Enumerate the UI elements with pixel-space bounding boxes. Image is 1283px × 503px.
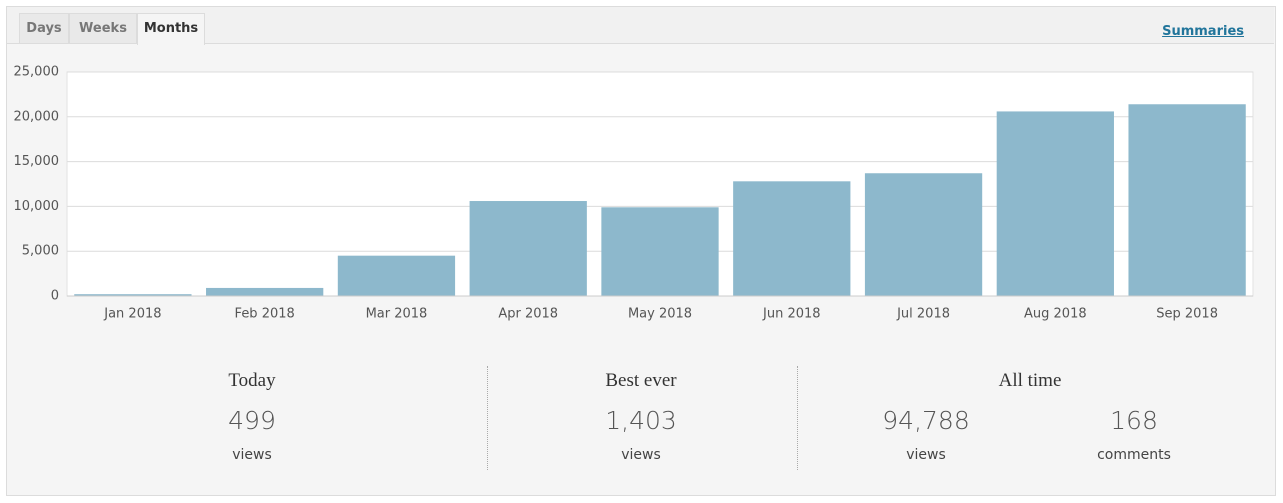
bar bbox=[733, 181, 851, 296]
x-tick-label: Mar 2018 bbox=[366, 307, 428, 322]
bar bbox=[74, 294, 192, 296]
x-tick-label: Jan 2018 bbox=[103, 307, 161, 322]
stat-value: 168 bbox=[1110, 406, 1158, 435]
x-tick-label: Sep 2018 bbox=[1156, 307, 1218, 322]
x-tick-label: Jul 2018 bbox=[896, 307, 950, 322]
y-tick-label: 20,000 bbox=[14, 109, 60, 124]
y-tick-label: 10,000 bbox=[14, 199, 60, 214]
stat-value: 499 bbox=[228, 406, 276, 435]
y-tick-label: 15,000 bbox=[14, 154, 60, 169]
stat-value: 94,788 bbox=[882, 406, 970, 435]
summaries-link[interactable]: Summaries bbox=[1162, 24, 1244, 39]
stat-label: views bbox=[232, 447, 272, 463]
stat-label: views bbox=[906, 447, 946, 463]
tab-active[interactable]: Months bbox=[137, 13, 205, 45]
tab[interactable]: Weeks bbox=[69, 13, 137, 43]
bar bbox=[996, 111, 1114, 296]
bar bbox=[469, 201, 587, 296]
y-tick-label: 5,000 bbox=[22, 244, 59, 259]
bar bbox=[601, 207, 719, 296]
x-tick-label: Aug 2018 bbox=[1024, 307, 1087, 322]
x-tick-label: Feb 2018 bbox=[235, 307, 295, 322]
bar bbox=[337, 255, 456, 296]
stat-title: Best ever bbox=[605, 370, 677, 391]
chart: 0 5,000 10,000 15,000 20,000 25,000 Jan 2018 Fe… bbox=[14, 65, 1254, 322]
bar bbox=[864, 173, 983, 296]
stat-title: All time bbox=[998, 370, 1062, 391]
y-tick-label: 25,000 bbox=[14, 65, 60, 80]
stat-label: views bbox=[621, 447, 661, 463]
y-tick-label: 0 bbox=[51, 289, 59, 304]
stat-label: comments bbox=[1097, 447, 1171, 463]
bar bbox=[1128, 104, 1246, 296]
divider bbox=[797, 366, 798, 470]
bar bbox=[206, 287, 324, 296]
stat-title: Today bbox=[228, 370, 276, 391]
x-tick-label: Jun 2018 bbox=[762, 307, 821, 322]
x-tick-label: May 2018 bbox=[628, 307, 692, 322]
stat-value: 1,403 bbox=[605, 406, 677, 435]
x-tick-label: Apr 2018 bbox=[498, 307, 558, 322]
tab[interactable]: Days bbox=[19, 13, 69, 43]
divider bbox=[487, 366, 488, 470]
tab-bar: Days Weeks Months Summaries bbox=[7, 7, 1274, 45]
